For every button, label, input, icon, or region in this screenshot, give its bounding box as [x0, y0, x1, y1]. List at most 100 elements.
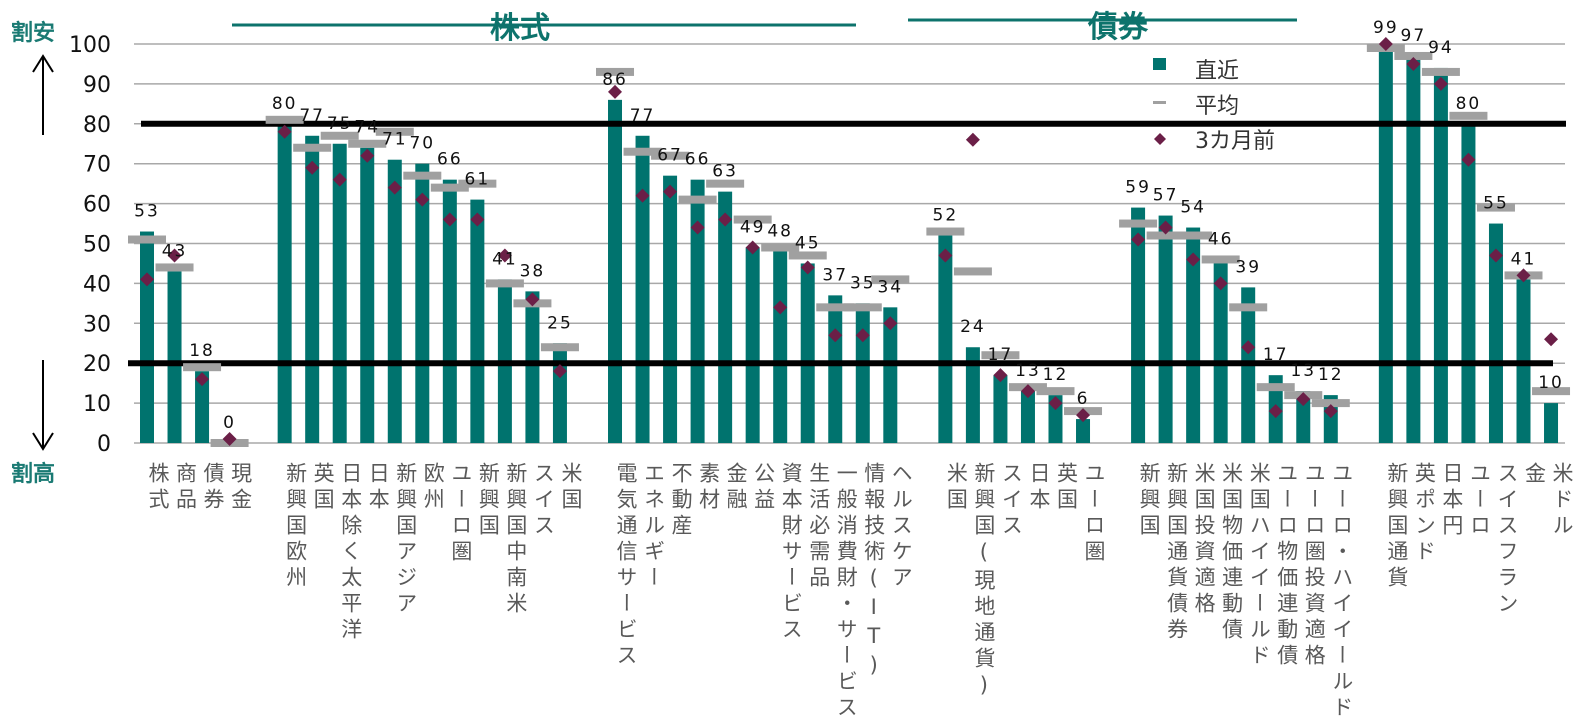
data-label: 66 [685, 150, 711, 170]
category-label: 現金 [228, 462, 253, 514]
data-label: 48 [767, 221, 793, 241]
threshold-lines [128, 120, 1566, 367]
average-marker [1311, 399, 1350, 408]
category-label: 新興国欧州 [283, 462, 308, 592]
category-label: 日本円 [1439, 462, 1464, 540]
average-marker [1174, 231, 1213, 240]
category-label: ユーロ [1467, 462, 1492, 540]
three-months-ago-marker [1516, 268, 1531, 283]
data-label: 41 [1511, 249, 1537, 269]
category-label: 米国 [944, 462, 969, 514]
data-label: 53 [134, 202, 160, 222]
legend-three-months-label: 3カ月前 [1195, 129, 1275, 154]
average-marker [706, 179, 745, 188]
bar [1076, 419, 1091, 443]
bar [1544, 403, 1559, 443]
markers-three-months-ago [140, 37, 1559, 447]
bonds-section-title: 債券 [1088, 10, 1148, 45]
three-months-ago-marker [938, 248, 953, 263]
three-months-ago-marker [1048, 396, 1063, 411]
category-label: ユーロ圏 [1082, 462, 1107, 566]
category-label: 情報技術(IT) [861, 462, 886, 682]
data-label: 37 [822, 265, 848, 285]
three-months-ago-marker [552, 364, 567, 379]
three-months-ago-marker [993, 368, 1008, 383]
arrows [32, 54, 54, 451]
category-label: 素材 [696, 462, 721, 514]
bar [690, 179, 705, 443]
cheap-label: 割安 [11, 21, 56, 46]
three-months-ago-marker [690, 220, 705, 235]
bar [1406, 55, 1421, 443]
bar [1461, 123, 1476, 444]
average-marker [183, 363, 222, 372]
average-marker [953, 267, 992, 276]
data-label: 34 [877, 277, 903, 297]
three-months-ago-marker [222, 432, 237, 447]
three-months-ago-marker [663, 184, 678, 199]
bar [332, 143, 347, 443]
three-months-ago-marker [883, 316, 898, 331]
bar [800, 263, 815, 443]
three-months-ago-marker [442, 212, 457, 227]
three-months-ago-marker [855, 328, 870, 343]
three-months-ago-marker [828, 328, 843, 343]
data-label: 57 [1153, 186, 1179, 206]
data-label: 77 [299, 106, 325, 126]
bar [195, 371, 210, 443]
y-tick-label: 100 [69, 33, 111, 58]
three-months-ago-marker [525, 292, 540, 307]
average-marker [761, 243, 800, 252]
category-label: スイス [531, 462, 556, 540]
legend-diamond-swatch [1154, 133, 1166, 145]
data-label: 80 [272, 94, 298, 114]
category-label: ユーロ圏投資適格 [1302, 462, 1327, 670]
data-label: 49 [740, 217, 766, 237]
data-label: 77 [630, 106, 656, 126]
y-tick-label: 80 [83, 113, 111, 138]
bar [1186, 227, 1201, 443]
category-label: ユーロ物価連動債 [1274, 462, 1299, 670]
category-label: 欧州 [421, 462, 446, 514]
three-months-ago-marker [745, 240, 760, 255]
category-label: 米国物価連動債 [1219, 462, 1244, 644]
bar [745, 247, 760, 443]
bar [442, 179, 457, 443]
three-months-ago-marker [497, 248, 512, 263]
three-months-ago-marker [1131, 232, 1146, 247]
category-label: 英ポンド [1412, 462, 1437, 566]
average-marker [1256, 383, 1295, 392]
three-months-ago-marker [140, 272, 154, 287]
average-marker [320, 131, 359, 140]
data-label: 6 [1077, 389, 1090, 409]
three-months-ago-marker [1186, 252, 1201, 267]
three-months-ago-marker [1076, 408, 1091, 423]
category-label: 公益 [751, 462, 776, 514]
data-label: 13 [1015, 361, 1041, 381]
average-marker [788, 251, 827, 260]
data-label: 52 [933, 206, 959, 226]
three-months-ago-marker [1241, 340, 1256, 355]
bar [1378, 47, 1393, 444]
average-marker [1119, 219, 1158, 228]
bar [525, 291, 540, 443]
data-label: 80 [1456, 94, 1482, 114]
three-months-ago-marker [608, 84, 623, 99]
average-marker [1394, 51, 1433, 60]
bar [1488, 223, 1503, 443]
legend-current-label: 直近 [1195, 59, 1240, 84]
data-label: 17 [1263, 345, 1289, 365]
bar [938, 235, 953, 443]
data-label: 12 [1318, 365, 1344, 385]
average-marker [1476, 203, 1515, 212]
three-months-ago-marker [387, 180, 402, 195]
data-label: 0 [223, 413, 236, 433]
average-marker [926, 227, 965, 236]
data-label: 38 [520, 261, 546, 281]
y-tick-label: 30 [83, 312, 111, 337]
bar [1131, 207, 1146, 443]
data-label: 43 [162, 241, 188, 261]
average-marker [623, 147, 662, 156]
